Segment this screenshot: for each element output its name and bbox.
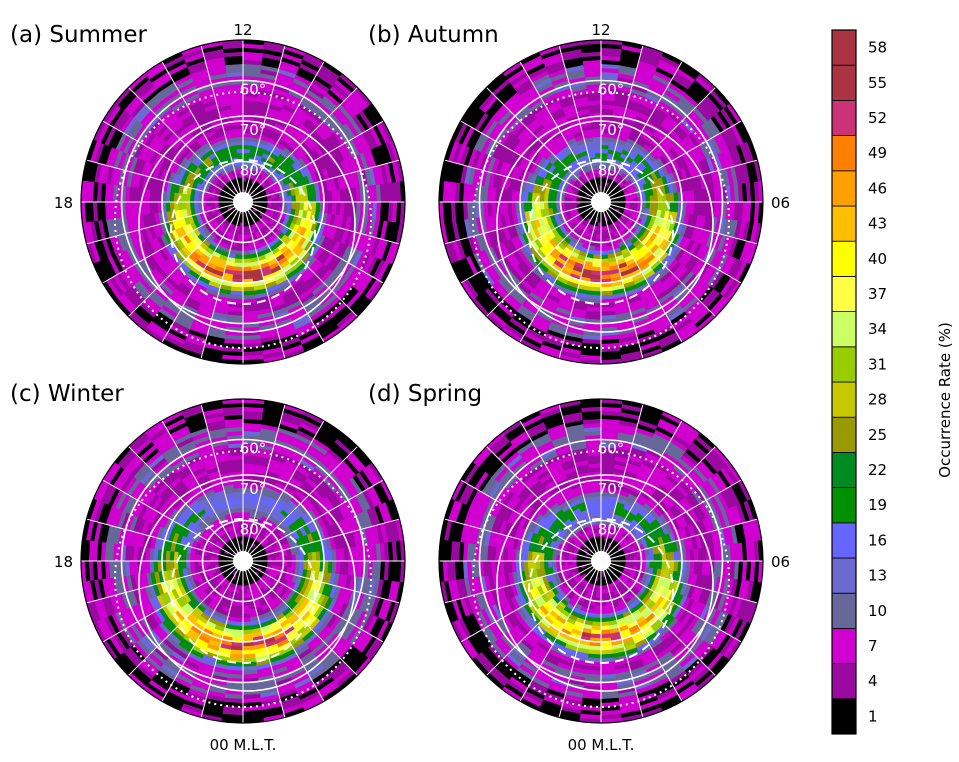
heatmap-cell — [648, 194, 654, 203]
mlt-label-12: 12 — [233, 21, 252, 39]
latitude-circle — [161, 120, 325, 284]
latitude-label: 80° — [598, 162, 625, 180]
latitude-label: 60° — [598, 81, 625, 99]
heatmap-cell — [236, 512, 244, 518]
polar-panel-1: 60° 70° 80° (a) Summer 12 18 — [10, 21, 406, 365]
heatmap-cell — [594, 153, 602, 159]
heatmap-cell — [237, 233, 244, 239]
heatmap-cell — [624, 201, 630, 207]
heatmap-cell — [242, 149, 251, 155]
heatmap-cell — [206, 196, 212, 203]
heatmap-cell — [194, 195, 200, 203]
heatmap-cell — [572, 197, 578, 203]
mlt-label-06: 06 — [771, 194, 790, 212]
heatmap-cell — [194, 201, 200, 209]
heatmap-cell — [595, 233, 602, 239]
heatmap-cell — [596, 229, 602, 235]
mlt-label-12: 12 — [591, 21, 610, 39]
heatmap-cell — [236, 245, 244, 251]
heatmap-cell — [644, 195, 650, 203]
heatmap-cell — [266, 560, 272, 566]
heatmap-cell — [632, 201, 638, 208]
heatmap-cell — [190, 201, 196, 210]
heatmap-cell — [242, 604, 250, 610]
latitude-circle — [201, 160, 285, 244]
polar-panel-2: 60° 70° 80° (b) Autumn 12 06 — [368, 21, 790, 365]
heatmap-cell — [238, 229, 244, 235]
pole-hole — [233, 192, 253, 212]
heatmap-cell — [242, 608, 251, 614]
panel-title: (a) Summer — [10, 22, 147, 48]
heatmap-cell — [290, 553, 296, 562]
polar-grid — [81, 40, 405, 364]
heatmap-cell — [290, 201, 296, 210]
heatmap-cell — [242, 512, 250, 518]
heatmap-cell — [594, 245, 602, 251]
heatmap-cell — [596, 225, 602, 231]
heatmap-cell — [270, 201, 276, 207]
polar-panels: 60° 70° 80° (a) Summer 12 18 60° 70° 80° (b) Autu… — [10, 21, 790, 754]
heatmap-cell — [235, 249, 244, 255]
heatmap-cell — [238, 225, 244, 231]
heatmap-cell — [290, 194, 296, 203]
panel-title: (b) Autumn — [368, 22, 499, 48]
latitude-circle — [120, 79, 366, 325]
heatmap-cell — [600, 153, 608, 159]
heatmap-cell — [286, 195, 292, 203]
heatmap-cell — [274, 560, 280, 567]
heatmap-cell — [214, 197, 220, 203]
dotted-boundary — [114, 91, 372, 349]
heatmap-cell — [552, 201, 558, 209]
heatmap-cell — [593, 149, 602, 155]
heatmap-cell — [593, 249, 602, 255]
heatmap-cell — [290, 560, 296, 569]
heatmap-cell — [548, 194, 554, 203]
latitude-label: 60° — [240, 81, 267, 99]
heatmap-cell — [235, 508, 244, 514]
heatmap-cell — [242, 245, 250, 251]
heatmap-cell — [600, 245, 608, 251]
latitude-label: 70° — [598, 121, 625, 139]
heatmap-cell — [600, 249, 609, 255]
heatmap-cell — [235, 149, 244, 155]
heatmap-cell — [548, 201, 554, 210]
heatmap-cell — [286, 554, 292, 562]
heatmap-cell — [564, 196, 570, 203]
heatmap-cell — [190, 194, 196, 203]
pole-hole — [591, 192, 611, 212]
heatmap-cell — [286, 560, 292, 568]
heatmap-cell — [242, 508, 251, 514]
latitude-label: 70° — [240, 121, 267, 139]
heatmap-cell — [274, 201, 280, 208]
heatmap-cell — [600, 149, 609, 155]
heatmap-cell — [242, 249, 251, 255]
mlt-label-18: 18 — [54, 194, 73, 212]
heatmap-cell — [266, 201, 272, 207]
heatmap-cell — [552, 195, 558, 203]
dashed-boundary — [170, 159, 316, 305]
heatmap-cell — [628, 201, 634, 207]
heatmap-cell — [210, 197, 216, 203]
panel-border — [80, 39, 406, 365]
heatmap-cell — [270, 560, 276, 566]
heatmap-cell — [644, 201, 650, 209]
solid-boundary — [138, 115, 356, 333]
heatmap-cell — [242, 153, 250, 159]
heatmap-cell — [648, 201, 654, 210]
heatmap-cell — [286, 201, 292, 209]
latitude-label: 80° — [240, 162, 267, 180]
heatmap-cell — [236, 153, 244, 159]
heatmap-cell — [568, 197, 574, 203]
